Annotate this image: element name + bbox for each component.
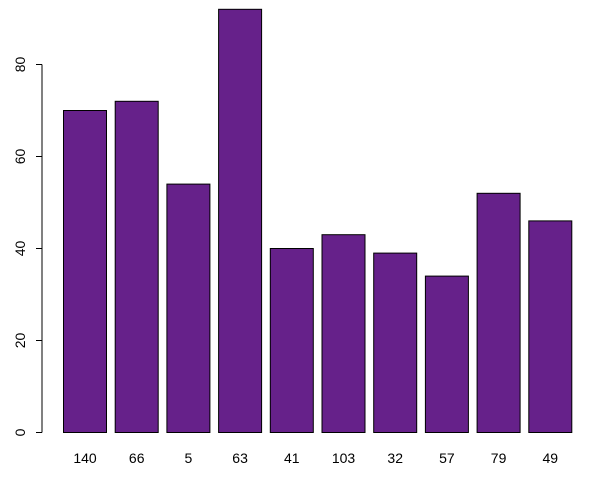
x-tick-label: 49 xyxy=(543,450,559,466)
bar xyxy=(63,110,107,433)
bar xyxy=(424,275,469,433)
x-tick-label: 66 xyxy=(129,450,145,466)
bar xyxy=(114,100,159,434)
x-tick-label: 5 xyxy=(185,450,193,466)
bar xyxy=(321,234,366,433)
y-tick-label: 60 xyxy=(12,149,28,165)
bar xyxy=(528,220,573,433)
bar xyxy=(373,252,418,433)
x-tick-label: 32 xyxy=(387,450,403,466)
bars-group xyxy=(63,8,573,434)
bar xyxy=(476,192,521,433)
x-tick-label: 57 xyxy=(439,450,455,466)
x-tick-label: 103 xyxy=(332,450,356,466)
x-axis-labels: 140 66 5 63 41 103 32 57 79 49 xyxy=(73,450,558,466)
y-tick-label: 0 xyxy=(12,428,28,436)
y-tick-label: 40 xyxy=(12,241,28,257)
x-tick-label: 79 xyxy=(491,450,507,466)
bar xyxy=(218,8,263,434)
bar xyxy=(166,183,211,433)
y-axis: 0 20 40 60 80 xyxy=(12,57,43,436)
x-tick-label: 63 xyxy=(232,450,248,466)
y-tick-label: 20 xyxy=(12,333,28,349)
x-tick-label: 140 xyxy=(73,450,97,466)
y-tick-label: 80 xyxy=(12,57,28,73)
bar xyxy=(269,248,314,433)
x-tick-label: 41 xyxy=(284,450,300,466)
